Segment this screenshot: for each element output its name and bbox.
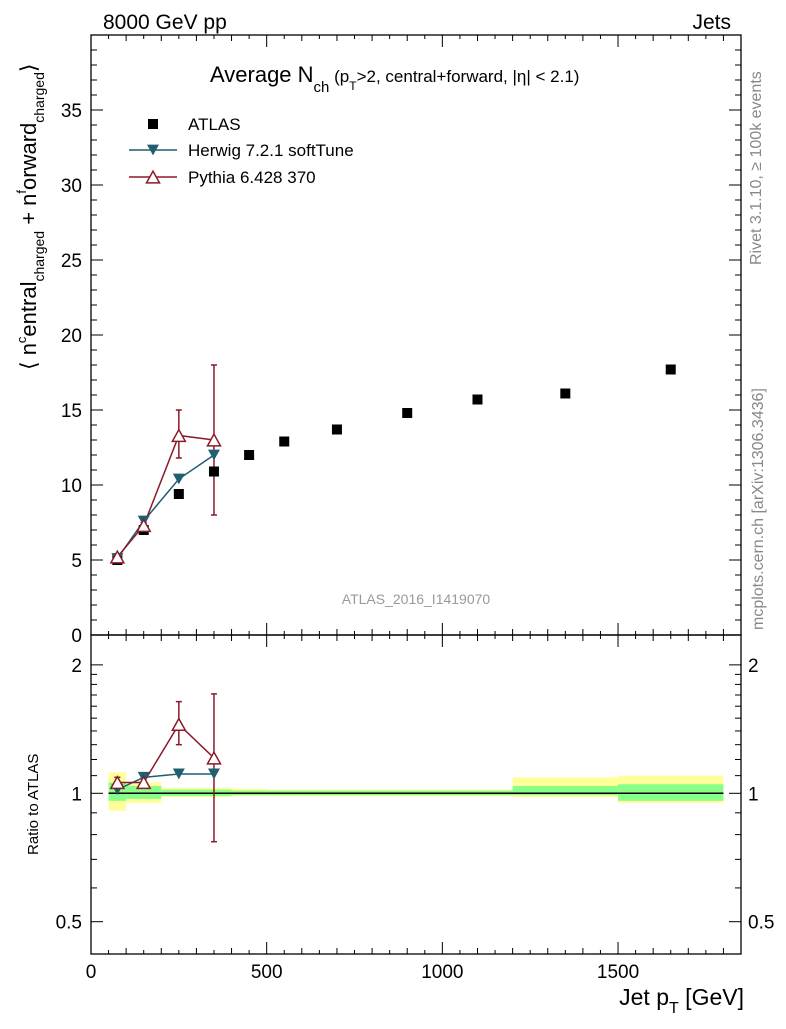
ratio-ylabel: Ratio to ATLAS bbox=[25, 754, 42, 855]
atlas-point bbox=[208, 466, 219, 477]
title-pre: Average N bbox=[210, 62, 314, 87]
y-tick-label: 0 bbox=[71, 626, 82, 647]
y-tick-label: 10 bbox=[61, 476, 82, 497]
legend-label: Pythia 6.428 370 bbox=[188, 168, 316, 187]
xlabel-sub: T bbox=[669, 1000, 679, 1017]
legend-atlas-marker bbox=[148, 119, 158, 129]
data-series bbox=[109, 364, 676, 843]
legend-pythia-marker bbox=[145, 169, 161, 184]
legend-label: ATLAS bbox=[188, 115, 241, 134]
y-tick-label: 5 bbox=[71, 551, 82, 572]
herwig-point bbox=[207, 449, 220, 461]
x-tick-label: 1000 bbox=[421, 962, 463, 983]
title-post2: >2, central+forward, |η| < 2.1) bbox=[357, 67, 580, 86]
ylabel-part: f bbox=[14, 190, 29, 194]
atlas-point bbox=[244, 450, 255, 460]
band-green bbox=[126, 786, 162, 799]
main-ylabel: ⟨ ncentralcharged + nforwardcharged⟩ bbox=[14, 64, 47, 370]
ratio-y-tick-label-right: 1 bbox=[748, 784, 759, 805]
analysis-watermark: ATLAS_2016_I1419070 bbox=[342, 591, 491, 607]
atlas-point bbox=[402, 408, 413, 418]
pythia-point bbox=[109, 549, 126, 564]
ylabel-part: charged bbox=[31, 72, 47, 123]
xlabel-main: Jet p bbox=[619, 984, 669, 1010]
atlas-point bbox=[173, 489, 184, 499]
ratio-herwig-point bbox=[207, 768, 220, 780]
ratio-y-tick-label-left: 0.5 bbox=[56, 913, 82, 934]
ylabel-part: ⟨ n bbox=[16, 343, 41, 370]
rivet-label: Rivet 3.1.10, ≥ 100k events bbox=[748, 71, 765, 265]
ratio-y-tick-label-right: 2 bbox=[748, 656, 759, 677]
ratio-pythia-point bbox=[206, 750, 222, 765]
pythia-point bbox=[206, 432, 222, 447]
herwig-point bbox=[172, 473, 185, 485]
legend-label: Herwig 7.2.1 softTune bbox=[188, 141, 354, 160]
x-tick-label: 1500 bbox=[597, 962, 639, 983]
ratio-pythia-point bbox=[109, 775, 126, 790]
atlas-point bbox=[472, 394, 483, 405]
x-tick-label: 500 bbox=[251, 962, 283, 983]
ratio-herwig-point bbox=[172, 768, 185, 780]
ylabel-part: charged bbox=[31, 231, 47, 282]
xlabel: Jet pT [GeV] bbox=[619, 984, 744, 1017]
header-right: Jets bbox=[692, 11, 731, 34]
ratio-y-tick-label-left: 2 bbox=[71, 656, 82, 677]
ratio-y-tick-label-left: 1 bbox=[71, 784, 82, 805]
ratio-herwig-line bbox=[117, 773, 214, 791]
atlas-point bbox=[665, 364, 676, 375]
ylabel-part: ⟩ bbox=[16, 64, 41, 73]
pythia-line bbox=[116, 434, 215, 558]
ratio-uncertainty-bands bbox=[108, 772, 724, 811]
x-tick-label: 0 bbox=[86, 962, 97, 983]
herwig-line bbox=[116, 454, 215, 559]
title-post: (p bbox=[329, 67, 349, 86]
atlas-point bbox=[560, 388, 571, 399]
ratio-pythia-line bbox=[117, 723, 215, 784]
y-tick-label: 15 bbox=[61, 401, 82, 422]
header-left: 8000 GeV pp bbox=[103, 11, 227, 34]
ylabel-part: orward bbox=[16, 123, 41, 190]
atlas-point bbox=[279, 436, 290, 447]
xlabel-unit: [GeV] bbox=[679, 984, 744, 1010]
ylabel-part: entral bbox=[16, 282, 41, 337]
y-tick-label: 35 bbox=[61, 101, 82, 122]
atlas-point bbox=[331, 424, 342, 435]
pythia-point bbox=[171, 428, 187, 443]
axis-tick-labels: 0 500 1000 1500 0 5 10 15 20 25 30 35 0.5 0.5 1 1 2 2 bbox=[56, 101, 775, 983]
band-green bbox=[512, 786, 619, 796]
ylabel-part: c bbox=[14, 336, 29, 343]
axis-ticks bbox=[90, 35, 741, 954]
title-post-sub: T bbox=[349, 79, 357, 93]
ratio-pythia-point bbox=[135, 775, 152, 790]
y-tick-label: 25 bbox=[61, 251, 82, 272]
legend-herwig-marker bbox=[147, 144, 159, 156]
y-tick-label: 20 bbox=[61, 326, 82, 347]
pythia-point bbox=[135, 518, 152, 533]
ratio-y-tick-label-right: 0.5 bbox=[748, 913, 774, 934]
ratio-pythia-point bbox=[171, 717, 187, 732]
mcplots-label: mcplots.cern.ch [arXiv:1306.3436] bbox=[750, 388, 767, 630]
ylabel-part: + n bbox=[16, 194, 41, 231]
chart-title: Average Nch (pT>2, central+forward, |η| … bbox=[210, 62, 579, 96]
ratio-panel-frame bbox=[90, 634, 742, 955]
y-tick-label: 30 bbox=[61, 176, 82, 197]
title-sub: ch bbox=[314, 79, 330, 96]
legend: ATLAS Herwig 7.2.1 softTune Pythia 6.428 3… bbox=[129, 115, 354, 187]
